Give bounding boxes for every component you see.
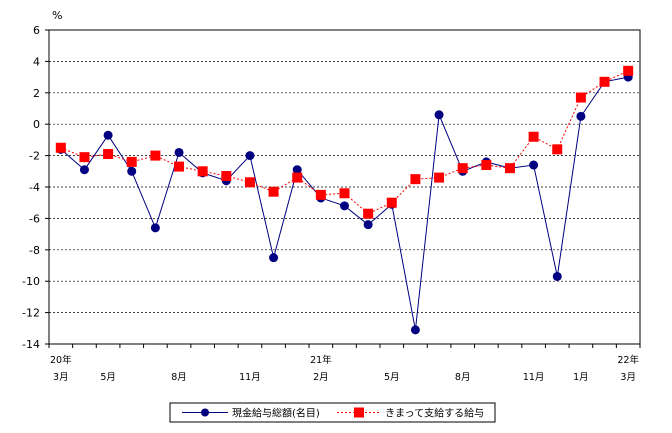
y-tick-label: 4	[33, 55, 40, 68]
data-point-1	[575, 92, 586, 103]
x-tick-label: 22年	[617, 354, 639, 366]
data-point-0	[174, 147, 184, 157]
data-point-1	[434, 172, 445, 183]
data-point-0	[127, 166, 137, 176]
data-point-1	[268, 186, 279, 197]
data-point-0	[150, 223, 160, 233]
y-tick-label: -14	[22, 338, 40, 351]
data-point-1	[315, 189, 326, 200]
y-tick-label: -12	[22, 307, 40, 320]
y-tick-label: 6	[33, 24, 40, 37]
data-point-1	[528, 131, 539, 142]
y-tick-label: 2	[33, 87, 40, 100]
x-tick-label: 11月	[523, 372, 545, 383]
x-tick-label: 3月	[53, 372, 69, 383]
x-axis-ticks: 20年 3月 5月 8月 11月 21年 2月 5月 8月 11月 1月 22年 3月	[48, 344, 641, 383]
data-point-1	[552, 144, 563, 155]
data-point-1	[244, 177, 255, 188]
data-point-0	[245, 151, 255, 161]
data-point-0	[363, 220, 373, 230]
x-tick-label: 8月	[455, 372, 471, 383]
data-point-1	[410, 174, 421, 185]
x-tick-label: 11月	[239, 372, 261, 383]
legend-marker-0	[201, 408, 209, 417]
x-tick-label: 5月	[384, 372, 400, 383]
legend-marker-1	[354, 407, 364, 418]
x-tick-label: 20年	[50, 354, 72, 366]
x-tick-label: 5月	[100, 372, 116, 383]
data-point-1	[623, 65, 634, 76]
data-point-0	[552, 271, 562, 281]
data-point-1	[481, 160, 492, 171]
legend-label-0: 現金給与総額(名目)	[232, 407, 320, 420]
y-axis-ticks: 6 4 2 0 -2 -4 -6 -8 -10 -12 -14	[22, 24, 49, 351]
data-point-0	[79, 165, 89, 175]
legend-box	[169, 402, 496, 423]
y-tick-label: -8	[29, 244, 40, 257]
data-point-1	[363, 208, 374, 219]
data-point-1	[103, 149, 114, 160]
y-tick-label: -2	[29, 150, 40, 163]
y-tick-label: -10	[22, 275, 40, 288]
data-point-1	[79, 152, 90, 163]
data-point-0	[529, 160, 539, 170]
data-point-1	[339, 188, 350, 199]
x-tick-label: 3月	[620, 372, 636, 383]
data-point-1	[197, 166, 208, 177]
data-point-0	[340, 201, 349, 211]
data-point-1	[150, 150, 161, 161]
data-point-1	[599, 76, 610, 87]
series-group	[55, 65, 634, 335]
x-tick-label: 2月	[313, 372, 329, 383]
data-point-0	[576, 111, 586, 121]
legend: 現金給与総額(名目) きまって支給する給与	[169, 402, 496, 423]
data-point-0	[269, 253, 279, 263]
data-point-1	[292, 172, 303, 183]
x-tick-label: 1月	[573, 372, 589, 383]
data-point-1	[174, 161, 185, 172]
gridlines	[49, 61, 640, 313]
x-tick-label: 21年	[310, 354, 332, 366]
y-axis-unit-label: %	[52, 9, 62, 22]
data-point-1	[386, 197, 397, 208]
data-point-1	[221, 171, 232, 182]
y-tick-label: -6	[29, 212, 40, 225]
x-tick-label: 8月	[171, 372, 187, 383]
y-tick-label: -4	[29, 181, 40, 194]
data-point-0	[103, 130, 113, 140]
data-point-0	[410, 325, 420, 335]
data-point-1	[126, 156, 137, 167]
data-point-0	[292, 165, 302, 175]
data-point-0	[434, 110, 444, 120]
data-point-1	[55, 142, 66, 153]
data-point-1	[504, 163, 515, 174]
y-tick-label: 0	[33, 118, 40, 131]
legend-label-1: きまって支給する給与	[385, 407, 484, 420]
data-point-1	[457, 163, 468, 174]
